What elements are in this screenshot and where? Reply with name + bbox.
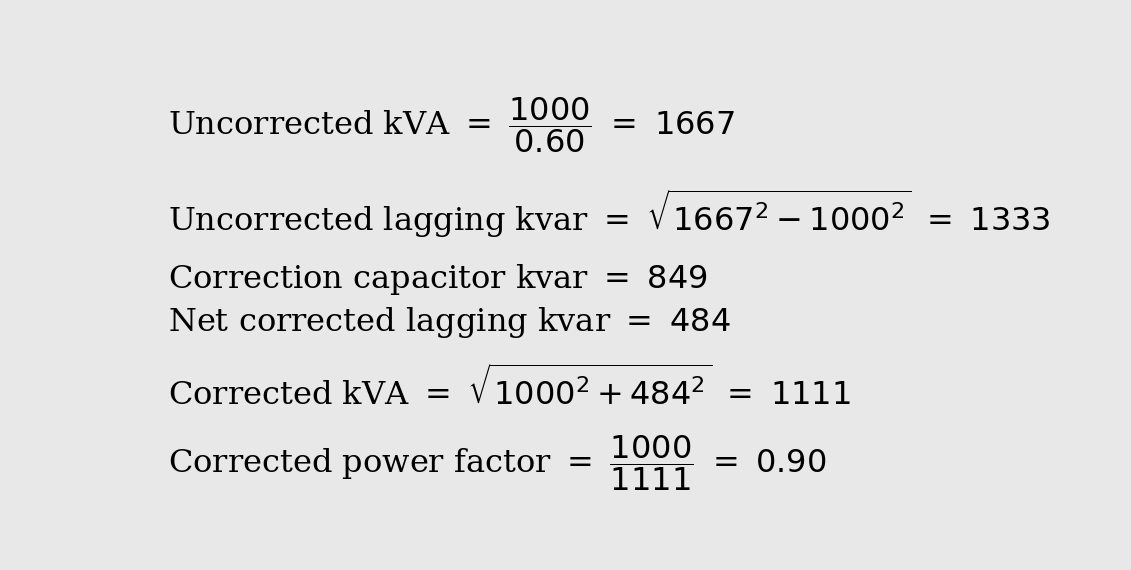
Text: $\mathregular{Net\ corrected\ lagging\ kvar}\ =\ 484$: $\mathregular{Net\ corrected\ lagging\ k…: [167, 306, 731, 340]
Text: $\mathregular{Correction\ capacitor\ kvar}\ =\ 849$: $\mathregular{Correction\ capacitor\ kva…: [167, 262, 708, 296]
Text: $\mathregular{Uncorrected\ kVA}\ =\ \dfrac{1000}{0.60}\ =\ 1667$: $\mathregular{Uncorrected\ kVA}\ =\ \dfr…: [167, 95, 734, 156]
Text: $\mathregular{Corrected\ power\ factor}\ =\ \dfrac{1000}{1111}\ =\ 0.90$: $\mathregular{Corrected\ power\ factor}\…: [167, 433, 827, 494]
Text: $\mathregular{Uncorrected\ lagging\ kvar}\ =\ \sqrt{1667^2 - 1000^2}\ =\ 1333$: $\mathregular{Uncorrected\ lagging\ kvar…: [167, 187, 1051, 240]
Text: $\mathregular{Corrected\ kVA}\ =\ \sqrt{1000^2 + 484^2}\ =\ 1111$: $\mathregular{Corrected\ kVA}\ =\ \sqrt{…: [167, 366, 851, 412]
